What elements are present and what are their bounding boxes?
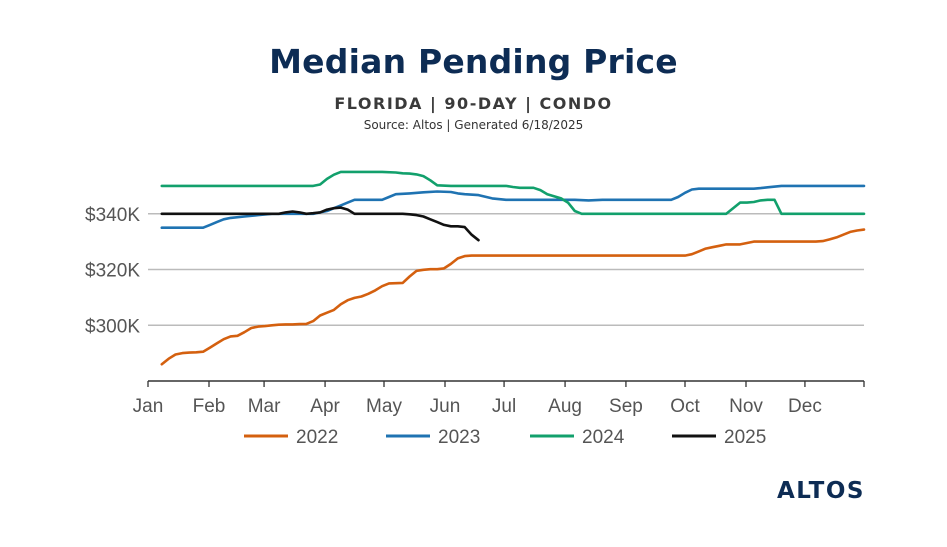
x-tick-label: Apr [310, 396, 340, 417]
x-tick-label: Sep [609, 396, 643, 417]
altos-logo: ALTOS [777, 478, 865, 504]
x-tick-label: Oct [670, 396, 700, 417]
series-line-2025 [160, 206, 480, 242]
x-tick-label: Jun [430, 396, 461, 417]
legend-label-2022: 2022 [296, 427, 338, 448]
series-lines [160, 170, 866, 366]
series-line-2022 [160, 228, 866, 366]
x-tick-label: May [366, 396, 402, 417]
y-tick-label: $300K [85, 316, 140, 337]
x-tick-label: Nov [729, 396, 763, 417]
chart-subtitle: FLORIDA | 90-DAY | CONDO [334, 94, 613, 113]
legend-label-2025: 2025 [724, 427, 766, 448]
x-tick-label: Aug [548, 396, 582, 417]
legend-label-2023: 2023 [438, 427, 480, 448]
gridlines [148, 213, 864, 326]
x-tick-label: Mar [248, 396, 281, 417]
legend: 2022 2023 2024 2025 [244, 427, 766, 448]
y-tick-label: $340K [85, 205, 140, 226]
source-note: Source: Altos | Generated 6/18/2025 [363, 118, 584, 132]
x-axis [147, 380, 865, 387]
x-axis-labels: Jan Feb Mar Apr May Jun Jul Aug Sep Oct Nov Dec [133, 396, 822, 417]
x-tick-label: Feb [193, 396, 226, 417]
series-line-2024 [160, 170, 866, 216]
chart-title: Median Pending Price [269, 42, 678, 81]
x-tick-label: Jan [133, 396, 164, 417]
x-tick-label: Dec [788, 396, 822, 417]
series-line-2023 [160, 184, 866, 229]
y-axis-labels: $300K $320K $340K [85, 205, 140, 338]
y-tick-label: $320K [85, 261, 140, 282]
x-tick-label: Jul [492, 396, 516, 417]
legend-label-2024: 2024 [582, 427, 625, 448]
